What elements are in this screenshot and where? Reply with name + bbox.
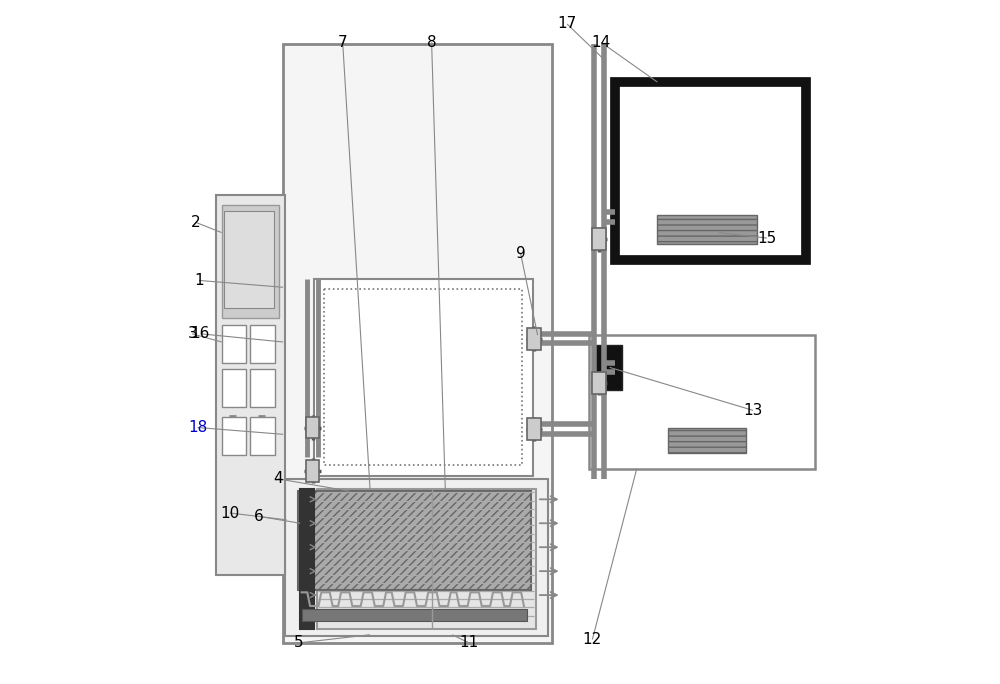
Bar	[250, 417, 275, 455]
Text: 16: 16	[191, 326, 210, 341]
Text: 10: 10	[220, 505, 239, 521]
Text: 6: 6	[254, 509, 264, 524]
Bar	[306, 460, 319, 482]
Bar	[306, 417, 319, 438]
Bar	[250, 369, 275, 407]
Text: 5: 5	[293, 635, 303, 650]
Bar	[527, 328, 541, 350]
Bar	[298, 491, 531, 590]
Bar	[222, 205, 279, 318]
Bar	[615, 82, 806, 260]
Bar	[302, 609, 527, 621]
Bar	[283, 44, 552, 643]
Bar	[527, 418, 541, 440]
Bar	[324, 289, 522, 465]
Text: 1: 1	[194, 273, 204, 288]
Text: 3: 3	[187, 326, 197, 341]
Text: 8: 8	[427, 35, 436, 50]
Bar	[222, 369, 246, 407]
Text: 2: 2	[191, 215, 200, 230]
Bar	[285, 479, 548, 636]
Bar	[592, 372, 606, 394]
Text: 9: 9	[516, 246, 525, 261]
Text: 13: 13	[743, 403, 763, 418]
Bar	[668, 428, 746, 453]
Bar	[300, 489, 314, 629]
Text: 15: 15	[757, 231, 776, 246]
Bar	[216, 195, 285, 575]
Text: 18: 18	[188, 420, 207, 435]
Bar	[589, 335, 815, 469]
Text: 7: 7	[338, 35, 347, 50]
Bar	[317, 489, 536, 629]
Text: 4: 4	[273, 471, 283, 486]
Bar	[224, 211, 274, 308]
Text: 17: 17	[557, 16, 577, 31]
Bar	[314, 279, 533, 476]
Bar	[592, 228, 606, 250]
Bar	[250, 325, 275, 363]
Text: 11: 11	[460, 635, 479, 650]
Bar	[222, 417, 246, 455]
Bar	[594, 345, 622, 390]
Bar	[657, 215, 757, 244]
Text: 14: 14	[592, 35, 611, 50]
Text: 12: 12	[583, 632, 602, 647]
Bar	[222, 325, 246, 363]
